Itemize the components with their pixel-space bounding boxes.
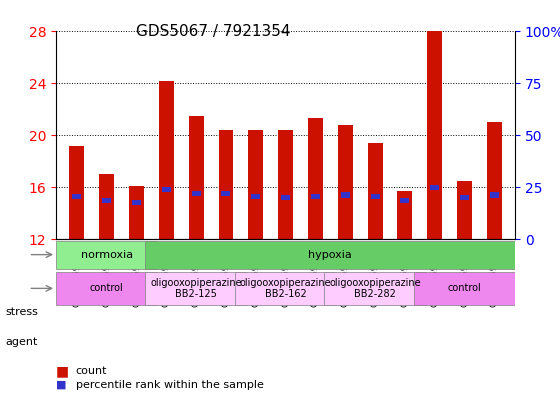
Text: ■: ■ (56, 364, 69, 378)
Bar (222, 191, 230, 196)
Bar (248, 130, 263, 239)
Bar (99, 174, 114, 239)
FancyBboxPatch shape (146, 241, 515, 269)
Text: oligooxopiperazine
BB2-162: oligooxopiperazine BB2-162 (240, 277, 332, 299)
Bar (189, 116, 204, 239)
Text: hypoxia: hypoxia (309, 250, 352, 260)
Text: percentile rank within the sample: percentile rank within the sample (76, 380, 263, 390)
Bar (487, 122, 502, 239)
FancyBboxPatch shape (414, 272, 515, 305)
Text: GDS5067 / 7921354: GDS5067 / 7921354 (136, 24, 290, 39)
Bar (338, 125, 353, 239)
Bar (341, 192, 349, 198)
Bar (427, 29, 442, 239)
Bar (430, 185, 439, 190)
FancyBboxPatch shape (235, 272, 337, 305)
Bar (398, 191, 412, 239)
Bar (460, 195, 469, 200)
Bar (371, 194, 380, 199)
FancyBboxPatch shape (56, 272, 157, 305)
Text: oligooxopiperazine
BB2-125: oligooxopiperazine BB2-125 (150, 277, 242, 299)
Bar (281, 195, 290, 200)
Bar (218, 130, 234, 239)
Bar (159, 81, 174, 239)
Bar (129, 186, 144, 239)
FancyBboxPatch shape (56, 241, 157, 269)
Bar (400, 198, 409, 203)
Bar (162, 187, 171, 192)
Bar (457, 181, 472, 239)
Bar (278, 130, 293, 239)
Bar (102, 198, 111, 203)
Bar (308, 118, 323, 239)
Text: control: control (90, 283, 124, 293)
Bar (192, 191, 200, 196)
Text: control: control (447, 283, 482, 293)
Text: agent: agent (6, 337, 38, 347)
FancyBboxPatch shape (324, 272, 426, 305)
Bar (72, 194, 81, 199)
Bar (311, 194, 320, 199)
Text: ■: ■ (56, 380, 67, 390)
Bar (490, 192, 499, 198)
Text: count: count (76, 366, 107, 376)
Bar (367, 143, 382, 239)
FancyBboxPatch shape (146, 272, 247, 305)
Bar (132, 200, 141, 205)
Text: normoxia: normoxia (81, 250, 133, 260)
Text: stress: stress (6, 307, 39, 318)
Bar (251, 194, 260, 199)
Bar (69, 146, 85, 239)
Text: oligooxopiperazine
BB2-282: oligooxopiperazine BB2-282 (329, 277, 421, 299)
